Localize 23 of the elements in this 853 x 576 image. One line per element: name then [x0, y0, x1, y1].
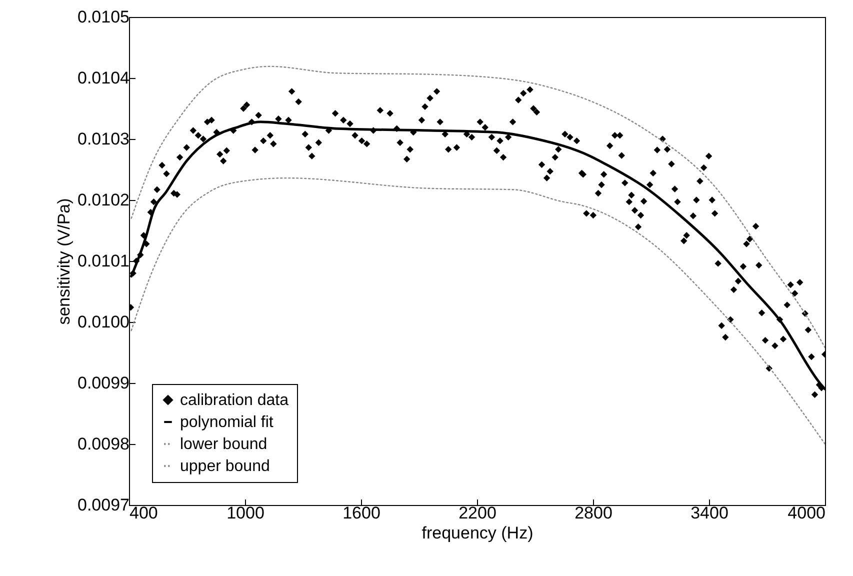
y-tick-label: 0.0104: [78, 68, 130, 88]
x-tick-label: 2200: [458, 504, 496, 522]
y-axis-title: sensitivity (V/Pa): [54, 198, 74, 325]
y-tick-label: 0.0102: [78, 190, 130, 210]
y-tick-label: 0.0100: [78, 312, 130, 332]
line-series: [130, 66, 825, 348]
y-tick-label: 0.0103: [78, 130, 130, 148]
y-tick-label: 0.0097: [78, 496, 130, 514]
y-tick-label: 0.0101: [78, 252, 130, 270]
y-tick-label: 0.0098: [78, 434, 130, 454]
x-axis-title: frequency (Hz): [422, 524, 534, 542]
x-tick-label: 400: [130, 504, 158, 522]
x-tick-label: 1000: [226, 504, 264, 522]
x-tick-label: 4000: [788, 504, 826, 522]
legend-label: lower bound: [180, 436, 268, 453]
y-tick-label: 0.0099: [78, 374, 130, 392]
x-tick-label: 1600: [342, 504, 380, 522]
x-tick-label: 3400: [690, 504, 728, 522]
y-tick-label: 0.0105: [78, 8, 130, 26]
x-tick-label: 2800: [574, 504, 612, 522]
legend-label: upper bound: [180, 458, 270, 475]
legend-label: polynomial fit: [180, 414, 274, 431]
legend-label: calibration data: [180, 392, 289, 409]
